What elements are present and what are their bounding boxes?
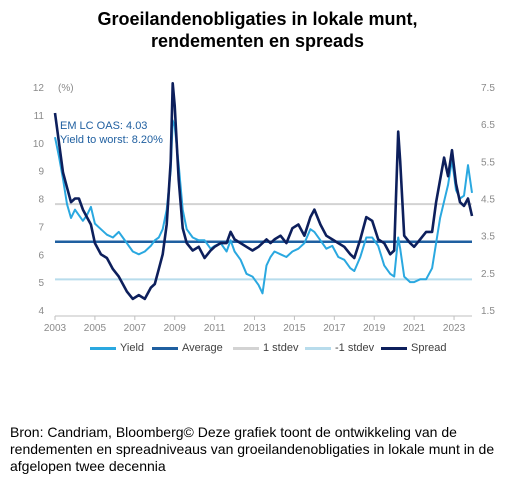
x-tick-label: 2021	[403, 323, 426, 334]
legend-item-yield: Yield	[90, 342, 144, 354]
x-tick-label: 2005	[84, 323, 107, 334]
x-tick-label: 2013	[243, 323, 266, 334]
y-tick-left: 12	[33, 83, 45, 94]
legend-label-spread: Spread	[411, 342, 447, 354]
chart-title: Groeilandenobligaties in lokale munt, re…	[0, 8, 515, 52]
y-tick-right: 5.5	[481, 157, 495, 168]
y-tick-right: 6.5	[481, 120, 495, 131]
source-note: Bron: Candriam, Bloomberg© Deze grafiek …	[10, 424, 495, 474]
x-tick-label: 2023	[443, 323, 466, 334]
x-tick-label: 2007	[124, 323, 147, 334]
legend-swatch-minus_stdev	[305, 346, 331, 350]
y-tick-left: 10	[33, 139, 45, 150]
y-tick-right: 4.5	[481, 195, 495, 206]
y-tick-left: 5	[38, 278, 44, 289]
x-tick-label: 2009	[164, 323, 187, 334]
y-tick-left: 6	[38, 250, 44, 261]
y-tick-left: 7	[38, 222, 44, 233]
series-line-yield	[54, 119, 473, 295]
legend-label-average: Average	[182, 342, 223, 354]
legend-item-spread: Spread	[381, 342, 446, 354]
legend-item-minus_stdev: -1 stdev	[305, 342, 374, 354]
y-tick-right: 1.5	[481, 306, 495, 317]
legend-swatch-spread	[381, 346, 407, 350]
chart-title-line-1: Groeilandenobligaties in lokale munt,	[97, 9, 418, 29]
y-tick-left: 4	[38, 306, 44, 317]
legend-swatch-yield	[90, 346, 116, 350]
legend-item-average: Average	[152, 342, 223, 354]
chart-title-line-2: rendementen en spreads	[150, 31, 365, 51]
legend-swatch-plus_stdev	[233, 346, 259, 350]
x-tick-label: 2011	[204, 323, 226, 334]
x-tick-label: 2015	[283, 323, 306, 334]
legend-label-yield: Yield	[120, 342, 145, 354]
y-tick-right: 3.5	[481, 232, 495, 243]
series-line-spread	[53, 82, 474, 301]
y-tick-left: 11	[34, 111, 45, 122]
legend-swatch-average	[152, 346, 178, 350]
y-tick-left: 9	[38, 167, 44, 178]
y-tick-right: 7.5	[481, 83, 495, 94]
chart-legend: Yield Average 1 stdev -1 stdev Spread	[90, 342, 510, 358]
legend-item-plus_stdev: 1 stdev	[233, 342, 298, 354]
annotation-yield-to-worst: Yield to worst: 8.20%	[60, 134, 163, 146]
legend-label-minus_stdev: -1 stdev	[335, 342, 375, 354]
x-tick-label: 2019	[363, 323, 386, 334]
x-tick-label: 2003	[44, 323, 67, 334]
y-tick-left: 8	[38, 195, 44, 206]
y-unit-left: (%)	[58, 83, 74, 94]
annotation-oas: EM LC OAS: 4.03	[60, 120, 147, 132]
y-tick-right: 2.5	[481, 269, 495, 280]
x-tick-label: 2017	[323, 323, 346, 334]
legend-label-plus_stdev: 1 stdev	[263, 342, 299, 354]
